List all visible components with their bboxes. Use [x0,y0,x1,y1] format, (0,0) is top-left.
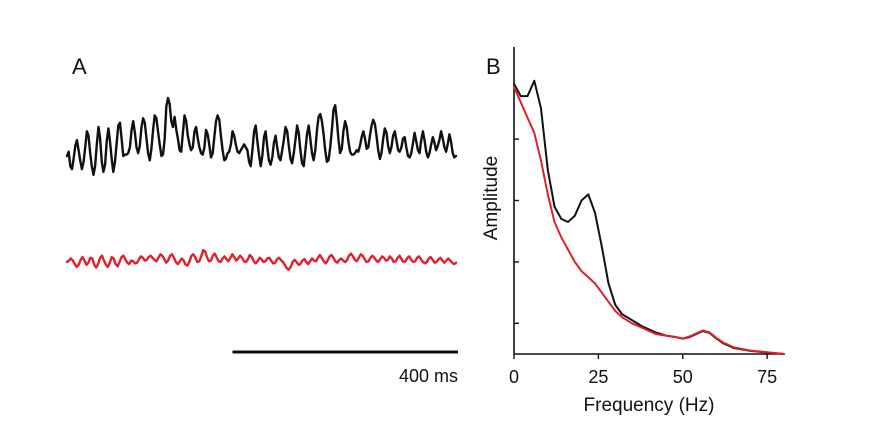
panel-b-axes [513,47,784,355]
x-tick-label: 25 [588,367,608,387]
panel-b: B 0 25 50 75 Frequency (Hz) Amplitude [481,47,785,416]
scale-bar-label: 400 ms [399,366,458,386]
red-spectrum-line [513,85,785,355]
panel-a-traces [65,96,458,271]
x-axis-title: Frequency (Hz) [584,395,715,416]
panel-b-label: B [486,54,501,79]
y-axis-title: Amplitude [481,156,502,241]
panel-b-lines [513,79,785,355]
red-trace [65,248,458,271]
x-tick-label: 0 [509,367,519,387]
panel-b-ticks: 0 25 50 75 [509,138,777,387]
x-tick-label: 75 [757,367,777,387]
panel-a-label: A [72,54,87,79]
black-spectrum-line [513,79,785,355]
panel-a: A 400 ms [65,54,458,386]
black-trace [65,96,458,176]
x-tick-label: 50 [673,367,693,387]
